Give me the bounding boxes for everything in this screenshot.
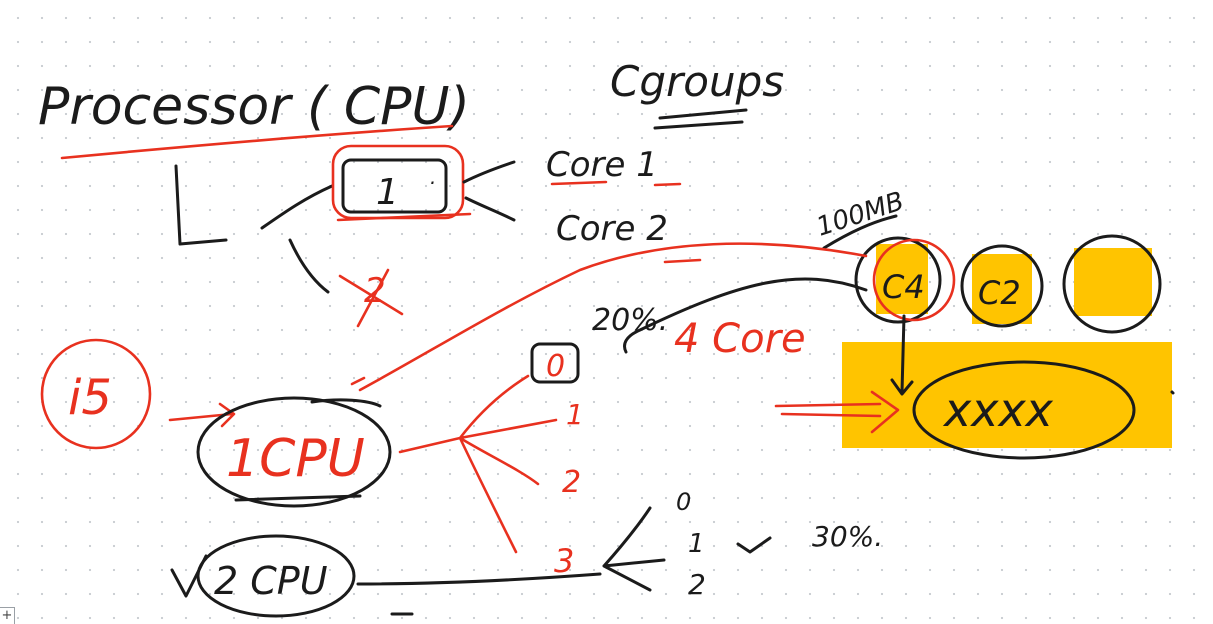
- core-num-2: 2: [562, 465, 581, 500]
- core-two-underline: [663, 258, 702, 264]
- sub-fanout: [602, 506, 666, 592]
- core-box: [341, 158, 448, 214]
- container-c4-red-circle: [872, 238, 956, 322]
- memory-underline: [822, 214, 898, 250]
- container-c2-circle: [960, 244, 1044, 328]
- four-core-label: 4 Core: [674, 316, 806, 362]
- core-num-1: 1: [566, 398, 584, 431]
- one-cpu-label: 1CPU: [226, 429, 365, 489]
- cpu-core-fanout: [398, 374, 558, 554]
- process-pointer-arrow: [774, 390, 900, 434]
- core-box-dot: .: [430, 165, 436, 189]
- c4-to-process-arrow: [890, 314, 914, 396]
- cpu-to-c4-link: [350, 242, 868, 392]
- i5-label: i5: [68, 370, 112, 426]
- cgroups-underline: [653, 108, 748, 130]
- two-cpu-oval: [196, 534, 356, 618]
- tree-connector: [174, 164, 334, 294]
- two-cpu-link: [356, 572, 602, 616]
- cgroups-label: Cgroups: [610, 57, 784, 106]
- one-cpu-overline: [310, 398, 382, 408]
- container-third-circle: [1062, 234, 1162, 334]
- highlight-c2: [972, 254, 1032, 324]
- percent-twenty: 20%.: [592, 303, 668, 338]
- two-cpu-label: 2 CPU: [214, 559, 328, 603]
- memory-100mb: 100MB: [813, 186, 908, 242]
- sub-num-2: 2: [688, 568, 706, 601]
- core-box-number: 1: [376, 172, 399, 213]
- core-one-label: Core 1: [546, 145, 658, 185]
- crossed-two: 2: [364, 271, 386, 311]
- core-zero-to-c4-line: [623, 277, 868, 354]
- processor-title: Processor ( CPU): [38, 77, 470, 137]
- add-page-button[interactable]: +: [0, 607, 15, 624]
- core-num-3: 3: [554, 542, 574, 580]
- highlight-process: [842, 342, 1172, 448]
- container-c4-label: C4: [882, 268, 925, 306]
- process-label: xxxx: [942, 383, 1054, 437]
- one-cpu-oval: [196, 396, 392, 508]
- core-zero-box: [530, 342, 580, 384]
- container-c4-circle: [854, 236, 942, 324]
- title-underline: [60, 124, 454, 160]
- sub-num-1: 1: [688, 529, 705, 559]
- core-zero-label: 0: [546, 349, 565, 384]
- cross-mark: [338, 268, 404, 328]
- sub-num-0: 0: [676, 488, 691, 516]
- percent-thirty: 30%.: [812, 520, 883, 553]
- process-trailing-dot: [1170, 390, 1175, 395]
- highlight-c4: [876, 244, 928, 314]
- process-oval: [912, 360, 1136, 460]
- container-c2-label: C2: [978, 274, 1021, 312]
- one-cpu-base: [234, 494, 362, 502]
- highlight-third-container: [1074, 248, 1152, 316]
- core-two-label: Core 2: [556, 209, 668, 249]
- box-underline-red: [336, 212, 472, 222]
- core-one-underline: [550, 180, 682, 187]
- core-fanout-lines: [462, 160, 516, 222]
- i5-circle: [40, 338, 152, 450]
- check-mark: [736, 536, 772, 554]
